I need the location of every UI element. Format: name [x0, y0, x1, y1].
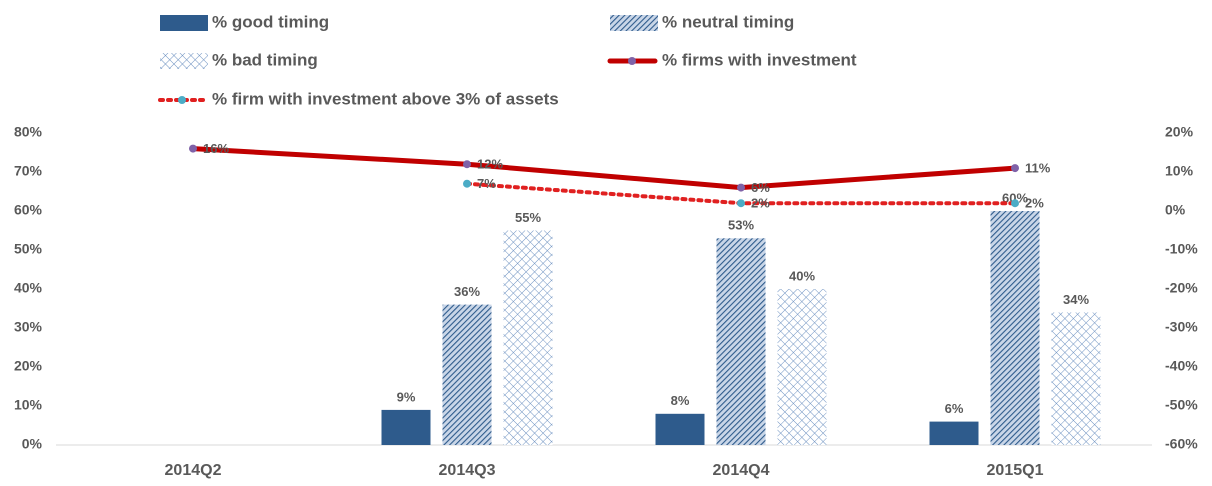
legend-label: % good timing — [212, 12, 329, 31]
bar — [929, 421, 979, 445]
y2-tick-label: -50% — [1165, 397, 1198, 413]
data-label: 6% — [751, 180, 770, 195]
y-tick-label: 10% — [14, 397, 43, 413]
y-tick-label: 80% — [14, 124, 43, 140]
legend-label: % bad timing — [212, 50, 318, 69]
y2-tick-label: 0% — [1165, 202, 1186, 218]
y2-tick-label: -30% — [1165, 319, 1198, 335]
y-tick-label: 0% — [22, 436, 43, 452]
data-label: 7% — [477, 176, 496, 191]
marker — [463, 179, 471, 188]
bar — [655, 413, 705, 445]
marker — [463, 160, 471, 169]
y-tick-label: 20% — [14, 358, 43, 374]
marker — [189, 144, 197, 153]
data-label: 36% — [454, 284, 480, 299]
x-tick-label: 2014Q4 — [713, 462, 770, 479]
x-tick-label: 2014Q2 — [165, 462, 222, 479]
y2-tick-label: 20% — [1165, 124, 1194, 140]
data-label: 12% — [477, 157, 503, 172]
bar — [442, 304, 492, 445]
y-tick-label: 60% — [14, 202, 43, 218]
y2-tick-label: -10% — [1165, 241, 1198, 257]
data-label: 60% — [1002, 190, 1028, 205]
y2-tick-label: 10% — [1165, 163, 1194, 179]
y2-tick-label: -20% — [1165, 280, 1198, 296]
legend-label: % firms with investment — [662, 50, 857, 69]
data-label: 6% — [945, 401, 964, 416]
legend-marker — [628, 57, 636, 65]
data-label: 55% — [515, 210, 541, 225]
marker — [737, 183, 745, 192]
data-label: 16% — [203, 141, 229, 156]
data-label: 40% — [789, 268, 815, 283]
y2-tick-label: -60% — [1165, 436, 1198, 452]
marker — [1011, 199, 1019, 208]
y-tick-label: 70% — [14, 163, 43, 179]
data-label: 9% — [397, 389, 416, 404]
y-tick-label: 40% — [14, 280, 43, 296]
legend-swatch — [160, 53, 208, 69]
bar — [381, 409, 431, 445]
line — [190, 146, 1018, 191]
legend-marker — [178, 96, 186, 104]
bar — [1051, 312, 1101, 445]
y2-tick-label: -40% — [1165, 358, 1198, 374]
bar — [716, 238, 766, 445]
data-label: 34% — [1063, 292, 1089, 307]
legend-swatch — [160, 15, 208, 31]
marker — [1011, 164, 1019, 173]
data-label: 53% — [728, 218, 754, 233]
data-label: 2% — [1025, 196, 1044, 211]
y-tick-label: 30% — [14, 319, 43, 335]
legend-swatch — [610, 15, 658, 31]
legend-label: % firm with investment above 3% of asset… — [212, 89, 559, 108]
bar — [990, 211, 1040, 445]
x-tick-label: 2015Q1 — [987, 462, 1044, 479]
data-label: 8% — [671, 393, 690, 408]
data-label: 11% — [1025, 161, 1051, 176]
bar — [503, 230, 553, 445]
x-tick-label: 2014Q3 — [439, 462, 496, 479]
legend-label: % neutral timing — [662, 12, 794, 31]
y-tick-label: 50% — [14, 241, 43, 257]
marker — [737, 199, 745, 208]
data-label: 2% — [751, 196, 770, 211]
bar — [777, 289, 827, 445]
